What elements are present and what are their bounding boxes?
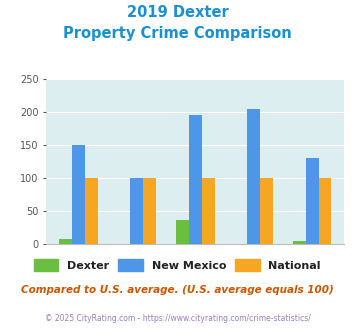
Text: 2019 Dexter: 2019 Dexter [127, 5, 228, 20]
Text: Compared to U.S. average. (U.S. average equals 100): Compared to U.S. average. (U.S. average … [21, 285, 334, 295]
Bar [260, 178, 273, 244]
Bar [293, 241, 306, 244]
Bar [85, 178, 98, 244]
Legend: Dexter, New Mexico, National: Dexter, New Mexico, National [29, 255, 326, 275]
Bar [189, 115, 202, 244]
Bar [247, 109, 260, 244]
Bar [143, 178, 156, 244]
Bar [130, 178, 143, 244]
Text: © 2025 CityRating.com - https://www.cityrating.com/crime-statistics/: © 2025 CityRating.com - https://www.city… [45, 314, 310, 323]
Text: Property Crime Comparison: Property Crime Comparison [63, 26, 292, 41]
Bar [176, 220, 189, 244]
Bar [319, 178, 332, 244]
Bar [72, 145, 85, 244]
Bar [202, 178, 214, 244]
Bar [306, 158, 319, 244]
Bar [59, 239, 72, 244]
